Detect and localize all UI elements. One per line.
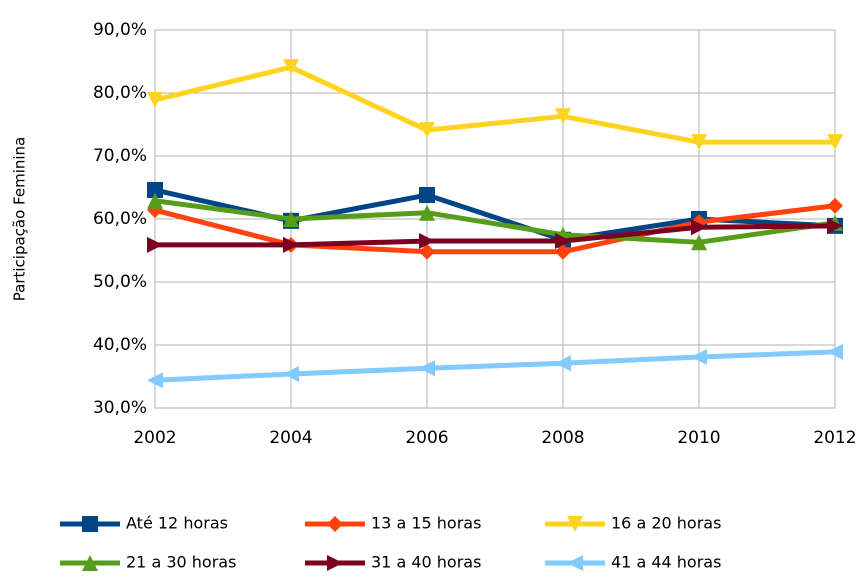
x-tick-label: 2008: [541, 428, 584, 448]
legend-marker: [567, 516, 583, 532]
y-tick-label: 30,0%: [93, 398, 147, 418]
x-tick-label: 2002: [133, 428, 176, 448]
data-point: [827, 197, 843, 214]
series-line: [154, 198, 836, 245]
legend-label: 41 a 44 horas: [611, 553, 721, 572]
data-point: [419, 122, 435, 139]
data-point: [827, 217, 843, 234]
data-point: [147, 91, 163, 108]
legend-marker: [327, 555, 343, 571]
y-tick-label: 90,0%: [93, 20, 147, 40]
legend-marker: [567, 555, 583, 571]
data-point: [283, 365, 299, 382]
x-tick-label: 2010: [677, 428, 720, 448]
data-point: [419, 233, 435, 250]
data-point: [147, 192, 163, 209]
series-line: [155, 223, 836, 248]
data-point: [419, 204, 435, 221]
legend-label: 16 a 20 horas: [611, 514, 721, 533]
data-point: [827, 134, 843, 151]
data-point: [283, 236, 299, 253]
data-point: [147, 236, 163, 253]
data-point: [419, 243, 435, 260]
data-point: [147, 182, 163, 199]
series-line: [154, 64, 835, 145]
data-point: [691, 234, 707, 251]
data-point: [691, 348, 707, 365]
data-point: [555, 355, 571, 372]
data-point: [283, 211, 299, 227]
legend-label: 31 a 40 horas: [371, 553, 481, 572]
legend-marker: [82, 555, 98, 571]
legend-marker: [82, 516, 98, 532]
y-tick-label: 40,0%: [93, 335, 147, 355]
legend-label: Até 12 horas: [126, 514, 228, 533]
data-point: [827, 343, 843, 360]
y-tick-label: 60,0%: [93, 209, 147, 229]
y-tick-label: 50,0%: [93, 272, 147, 292]
data-point: [555, 233, 571, 250]
legend-label: 13 a 15 horas: [371, 514, 481, 533]
data-point: [419, 360, 435, 377]
data-point: [691, 134, 707, 151]
y-axis-label: Participação Feminina: [11, 137, 29, 301]
series-line: [154, 203, 836, 255]
data-point: [555, 108, 571, 125]
data-point: [419, 187, 435, 204]
y-tick-label: 70,0%: [93, 146, 147, 166]
x-tick-label: 2006: [405, 428, 448, 448]
x-tick-label: 2012: [813, 428, 856, 448]
data-point: [283, 59, 299, 76]
legend-marker: [327, 516, 343, 532]
legend-label: 21 a 30 horas: [126, 553, 236, 572]
data-point: [147, 372, 163, 389]
y-tick-label: 80,0%: [93, 83, 147, 103]
data-point: [691, 219, 707, 236]
data-point: [555, 243, 571, 260]
x-tick-label: 2004: [269, 428, 312, 448]
series-line: [154, 349, 836, 383]
